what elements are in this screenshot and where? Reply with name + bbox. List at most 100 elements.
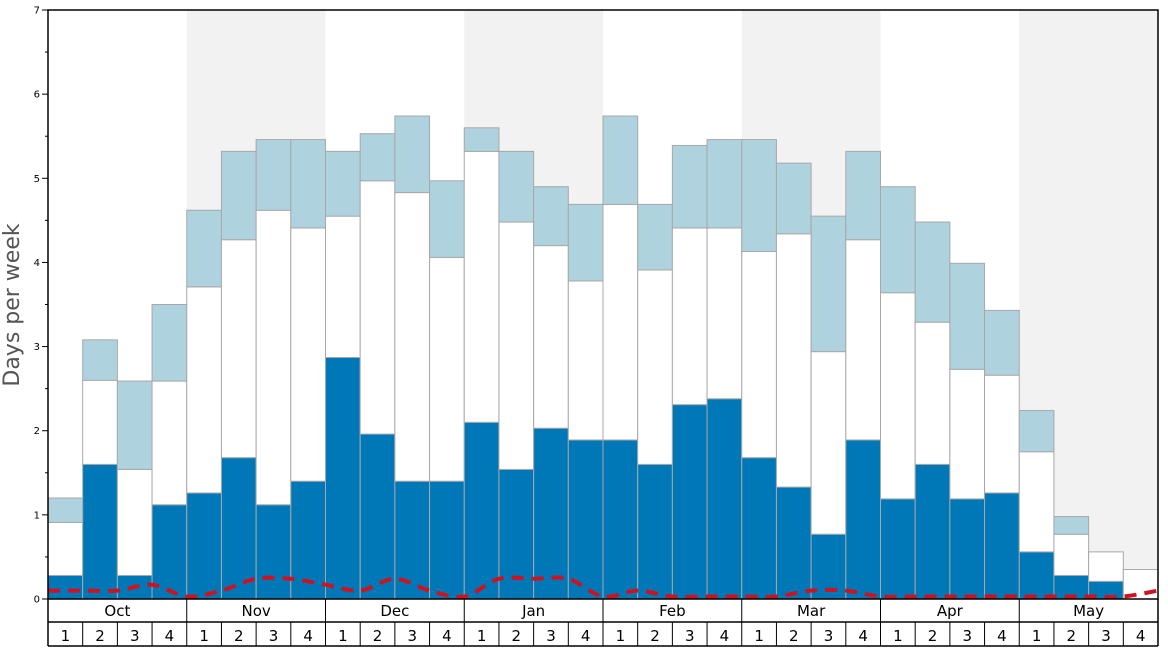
bar-middle [706, 227, 743, 400]
week-label: 1 [338, 627, 348, 645]
bar-middle [325, 215, 361, 359]
bar-middle [671, 227, 708, 406]
week-label: 3 [962, 627, 972, 645]
y-tick-label: 7 [34, 6, 40, 17]
bar-middle [151, 380, 188, 506]
y-tick-label: 4 [34, 258, 40, 269]
bar-top [984, 309, 1020, 376]
bar-middle [949, 368, 986, 500]
bar-middle [359, 180, 396, 435]
bar-top [880, 186, 916, 294]
bar-top [290, 139, 326, 229]
bar-top [1018, 410, 1055, 453]
bar-bottom [255, 504, 292, 600]
bar-bottom [82, 463, 118, 600]
week-label: 4 [997, 627, 1007, 645]
bar-bottom [706, 398, 743, 600]
month-label-may: May [1073, 602, 1104, 620]
bar-middle [880, 292, 916, 500]
bar-bottom [914, 463, 951, 600]
week-label: 3 [546, 627, 556, 645]
bar-bottom [880, 498, 916, 600]
bar-middle [533, 245, 569, 429]
trend-line [48, 575, 1159, 599]
month-label-dec: Dec [380, 602, 409, 620]
bar-top [810, 215, 847, 353]
bar-top [498, 150, 535, 223]
y-tick-label: 5 [34, 174, 40, 185]
axes: 0 1 2 3 4 5 6 7 Oct Nov Dec Jan Feb Mar Apr May 1 2 3 4 1 2 3 4… [34, 6, 1159, 647]
bar-top [255, 139, 292, 211]
bar-bottom [359, 433, 396, 600]
week-label: 2 [234, 627, 244, 645]
y-tick-label: 2 [34, 426, 40, 437]
month-label-jan: Jan [521, 602, 545, 620]
month-label-mar: Mar [797, 602, 826, 620]
bar-bottom [567, 439, 604, 600]
bar-top [220, 150, 257, 241]
bar-bottom [671, 404, 708, 600]
bar-middle [429, 256, 465, 482]
week-label: 2 [95, 627, 105, 645]
week-label: 1 [477, 627, 487, 645]
bar-middle [914, 321, 951, 465]
bar-top [637, 203, 673, 271]
bar-middle [290, 227, 326, 482]
bar-top [914, 221, 951, 323]
bar-top [186, 209, 222, 288]
week-label: 3 [130, 627, 140, 645]
bar-top [949, 262, 986, 370]
month-label-feb: Feb [659, 602, 686, 620]
week-label: 2 [512, 627, 522, 645]
bar-middle [1088, 551, 1124, 582]
bar-bottom [429, 480, 465, 600]
bar-top [775, 162, 812, 235]
bar-top [463, 127, 500, 152]
y-tick-label: 3 [34, 342, 40, 353]
week-label: 4 [165, 627, 175, 645]
bar-bottom [463, 421, 500, 600]
week-label: 3 [685, 627, 695, 645]
week-label: 1 [199, 627, 209, 645]
bar-middle [637, 269, 673, 465]
bar-middle [984, 374, 1020, 494]
month-label-apr: Apr [937, 602, 964, 620]
week-label: 4 [581, 627, 591, 645]
week-label: 3 [824, 627, 834, 645]
bar-bottom [984, 492, 1020, 600]
bar-bottom [775, 486, 812, 600]
bar-top [82, 339, 118, 381]
bar-middle [463, 150, 500, 423]
bar-middle [741, 250, 777, 459]
week-label: 1 [616, 627, 626, 645]
week-label: 3 [407, 627, 417, 645]
bar-top [394, 115, 431, 194]
month-label-nov: Nov [241, 602, 270, 620]
bar-middle [186, 286, 222, 494]
bar-middle [498, 221, 535, 470]
week-label: 1 [1032, 627, 1042, 645]
bar-bottom [637, 463, 673, 600]
y-tick-label: 1 [34, 510, 40, 521]
week-label: 3 [1101, 627, 1111, 645]
bar-bottom [845, 439, 881, 600]
bar-top [359, 133, 396, 182]
bar-bottom [325, 357, 361, 600]
bar-top [116, 380, 153, 470]
bar-top [671, 144, 708, 229]
week-label: 1 [893, 627, 903, 645]
bar-top [429, 180, 465, 258]
month-label-oct: Oct [104, 602, 130, 620]
bar-middle [775, 233, 812, 488]
bar-top [533, 186, 569, 247]
bar-top [602, 115, 639, 205]
week-label: 4 [720, 627, 730, 645]
bar-bottom [186, 492, 222, 600]
week-label: 3 [269, 627, 279, 645]
bar-middle [567, 280, 604, 441]
week-label: 4 [303, 627, 313, 645]
bar-middle [602, 203, 639, 441]
bar-bottom [533, 427, 569, 600]
bar-top [567, 203, 604, 282]
bar-bottom [47, 574, 84, 600]
